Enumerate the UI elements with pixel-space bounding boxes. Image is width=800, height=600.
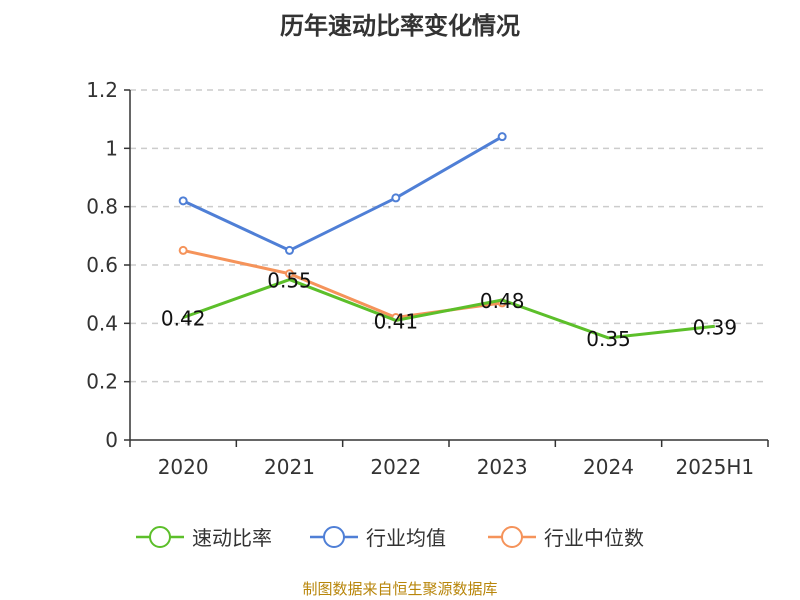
y-tick-label: 1 [105,136,118,160]
x-tick-label: 2020 [158,455,209,479]
legend-marker [323,526,345,548]
data-label: 0.48 [480,289,525,313]
series-line-3 [182,248,503,319]
y-tick-label: 0.4 [86,311,118,335]
series-line-2 [182,135,503,252]
source-note: 制图数据来自恒生聚源数据库 [302,580,498,598]
data-label: 0.39 [693,315,738,339]
y-tick-label: 0.6 [86,253,118,277]
x-tick-label: 2021 [264,455,315,479]
series-line-1 [182,278,715,340]
data-point [285,245,294,255]
data-point [391,193,401,203]
x-tick-label: 2022 [370,455,421,479]
y-tick-label: 0.8 [86,195,118,219]
x-tick-label: 2023 [477,455,528,479]
legend-label: 行业中位数 [544,526,644,550]
data-label: 0.41 [374,309,419,333]
data-point [178,245,188,255]
data-label: 0.35 [586,327,631,351]
chart-title: 历年速动比率变化情况 [280,12,520,40]
x-tick-label: 2025H1 [675,455,754,479]
legend-label: 行业均值 [366,526,446,550]
y-tick-label: 0 [105,428,118,452]
legend-marker [501,526,523,548]
legend-marker [149,526,171,548]
x-tick-label: 2024 [583,455,634,479]
data-label: 0.55 [267,269,312,293]
data-point [497,132,507,142]
y-tick-label: 0.2 [86,370,118,394]
y-tick-label: 1.2 [86,78,118,102]
legend-label: 速动比率 [192,526,272,550]
data-point [285,269,294,279]
data-label: 0.42 [161,307,206,331]
data-point [178,196,188,206]
